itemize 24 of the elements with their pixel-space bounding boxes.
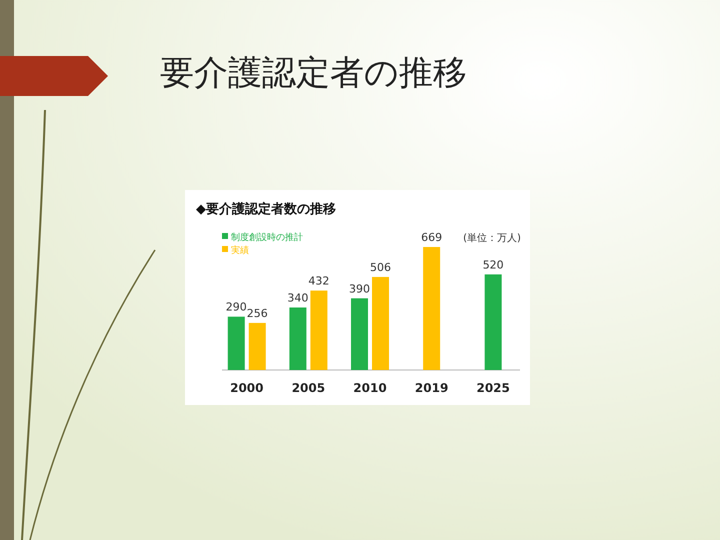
x-tick-label: 2010 xyxy=(353,381,387,395)
data-label: 506 xyxy=(370,260,391,274)
data-label: 520 xyxy=(482,258,504,272)
bar xyxy=(228,316,245,370)
data-label: 256 xyxy=(246,306,268,320)
bar xyxy=(248,322,266,370)
bar xyxy=(351,298,368,370)
data-label: 669 xyxy=(421,231,442,244)
data-label: 432 xyxy=(308,274,330,288)
bar xyxy=(310,290,328,370)
x-tick-label: 2019 xyxy=(414,381,448,395)
x-tick-label: 2000 xyxy=(230,381,264,395)
bar xyxy=(372,276,389,370)
chart-subtitle: ◆要介護認定者数の推移 xyxy=(196,201,336,217)
x-tick-label: 2005 xyxy=(292,381,326,395)
chart-title: 要介護認定者の推移 xyxy=(160,53,467,93)
data-label: 340 xyxy=(287,291,308,304)
bar xyxy=(289,307,306,370)
data-label: 290 xyxy=(226,300,247,314)
data-label: 390 xyxy=(349,282,370,296)
legend-label: 制度創設時の推計 xyxy=(231,232,303,243)
legend-label: 実績 xyxy=(231,245,249,256)
x-tick-label: 2025 xyxy=(476,381,510,395)
text: (単位：万人) xyxy=(463,232,521,244)
